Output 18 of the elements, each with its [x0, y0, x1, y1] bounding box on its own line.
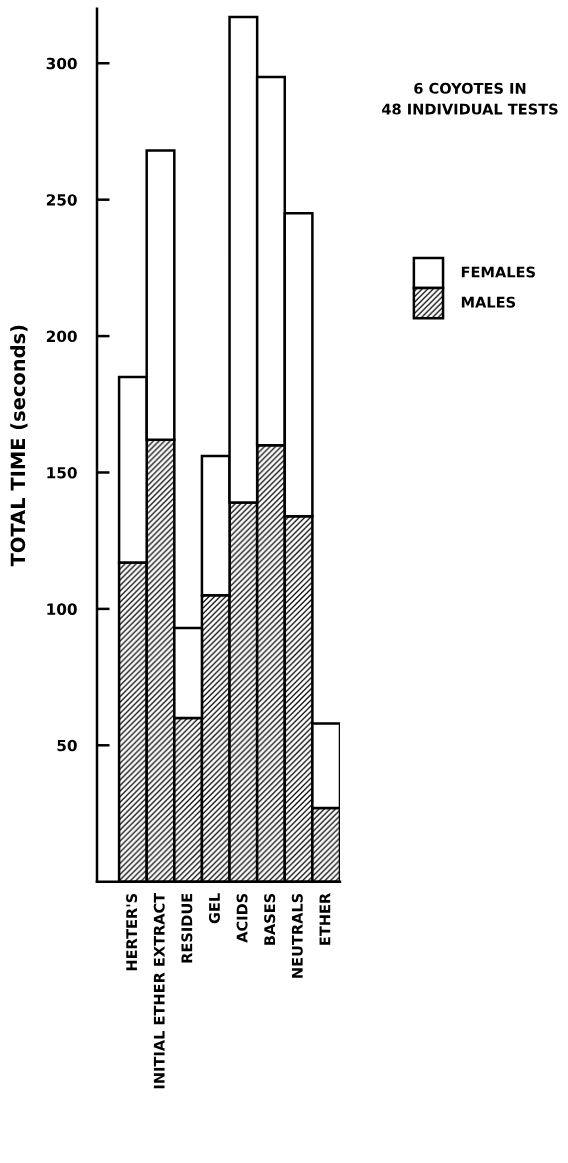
y-tick-label: 150: [47, 466, 77, 479]
x-tick-label: NEUTRALS: [291, 893, 303, 978]
legend-label: FEMALES: [461, 266, 535, 278]
y-axis-title: TOTAL TIME (seconds): [10, 325, 28, 567]
y-tick-label: 100: [47, 603, 77, 615]
x-tick-label: ETHER: [319, 893, 331, 945]
y-tick-label: 300: [46, 57, 77, 70]
legend-label: MALES: [461, 296, 516, 308]
y-tick-label: 50: [57, 739, 77, 752]
x-tick-label: BASES: [264, 893, 276, 945]
y-tick-label: 250: [46, 194, 77, 206]
x-tick-label: HERTER'S: [126, 893, 138, 971]
x-tick-label: INITIAL ETHER EXTRACT: [153, 892, 165, 1089]
x-tick-label: GEL: [208, 893, 220, 924]
y-tick-label: 200: [46, 330, 77, 343]
x-tick-label: ACIDS: [236, 893, 248, 943]
x-tick-label: RESIDUE: [181, 893, 193, 963]
text: 6 COYOTES IN 48 INDIVIDUAL TESTS: [382, 82, 558, 115]
